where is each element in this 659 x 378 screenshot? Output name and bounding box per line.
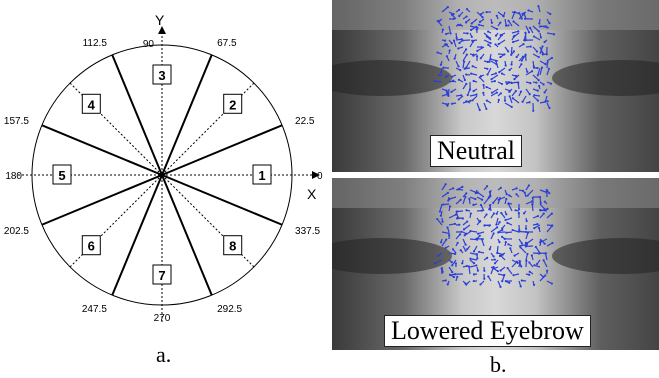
angle-label: 67.5	[217, 38, 237, 49]
angle-label: 0	[317, 171, 323, 182]
angle-label: 270	[154, 313, 171, 324]
angle-label: 337.5	[295, 226, 320, 237]
svg-text:6: 6	[88, 239, 95, 254]
lowered-eyebrow-caption: Lowered Eyebrow	[384, 315, 591, 347]
svg-text:4: 4	[88, 97, 96, 112]
angle-label: 202.5	[4, 226, 29, 237]
svg-text:7: 7	[158, 268, 165, 283]
angle-label: 90	[143, 39, 155, 50]
angle-label: 247.5	[82, 304, 107, 315]
bin-4: 4	[82, 94, 100, 113]
svg-text:1: 1	[258, 168, 265, 183]
lowered-eyebrow-image: Lowered Eyebrow	[332, 178, 659, 350]
angle-label: 112.5	[83, 38, 108, 49]
axis-y-label: Y	[155, 12, 165, 28]
svg-text:8: 8	[229, 239, 236, 254]
svg-text:2: 2	[229, 97, 236, 112]
bin-1: 1	[253, 165, 271, 184]
svg-text:3: 3	[158, 68, 165, 83]
direction-bin-diagram: 1 2 3 4 5 6 7 8 0 22.5 67.5 90 112.5 157.5 180 202.5 24…	[0, 0, 330, 340]
angle-label: 292.5	[217, 304, 242, 315]
axis-x-label: X	[307, 186, 317, 202]
neutral-image: Neutral	[332, 0, 659, 172]
bin-6: 6	[82, 236, 100, 255]
panel-a-label: a.	[156, 342, 171, 368]
angle-label: 180	[5, 171, 22, 182]
bin-2: 2	[224, 94, 242, 113]
bin-3: 3	[153, 65, 171, 84]
bin-8: 8	[224, 236, 242, 255]
neutral-caption: Neutral	[430, 135, 522, 167]
angle-label: 157.5	[4, 116, 29, 127]
angle-label: 22.5	[295, 116, 315, 127]
bin-5: 5	[53, 165, 71, 184]
panel-b-label: b.	[490, 352, 507, 378]
bin-7: 7	[153, 265, 171, 284]
svg-text:5: 5	[58, 168, 65, 183]
